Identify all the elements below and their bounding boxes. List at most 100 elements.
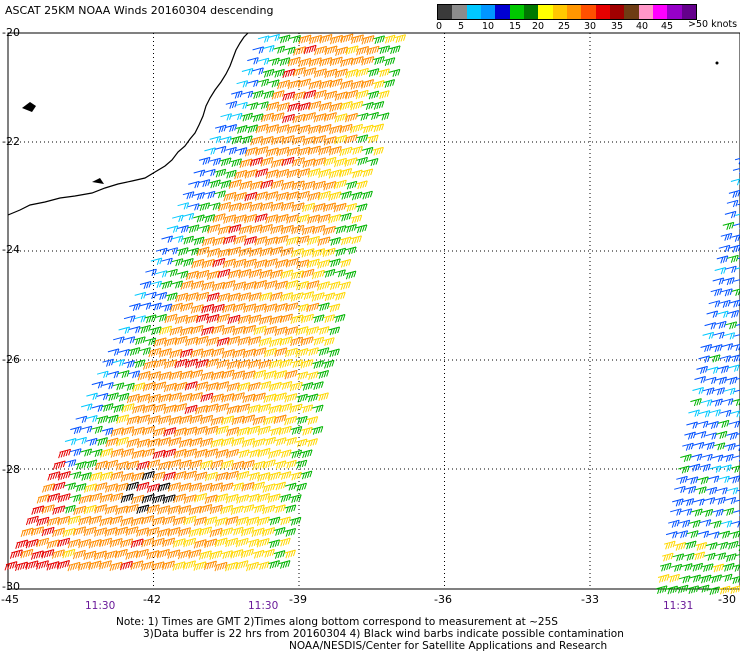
wind-barb bbox=[205, 517, 217, 526]
wind-barb bbox=[249, 269, 261, 278]
wind-barb bbox=[373, 81, 384, 89]
wind-barb bbox=[697, 421, 708, 428]
wind-barb bbox=[159, 372, 171, 381]
wind-barb bbox=[113, 337, 124, 344]
wind-barb bbox=[97, 371, 108, 378]
island bbox=[22, 102, 36, 112]
wind-barb bbox=[102, 428, 113, 435]
wind-barb bbox=[172, 281, 183, 288]
wind-barb bbox=[728, 421, 739, 428]
wind-barb bbox=[299, 79, 311, 88]
wind-barb bbox=[320, 80, 332, 89]
wind-barb bbox=[713, 564, 724, 572]
wind-barb bbox=[105, 528, 117, 537]
legend-swatch-12 bbox=[610, 5, 624, 19]
wind-barb bbox=[703, 388, 714, 395]
wind-barb bbox=[175, 336, 187, 345]
legend-swatch-6 bbox=[524, 5, 538, 19]
wind-barb bbox=[216, 450, 228, 459]
wind-barb bbox=[279, 426, 291, 435]
wind-barb bbox=[179, 460, 191, 469]
wind-barb bbox=[102, 383, 113, 390]
wind-barb bbox=[345, 271, 356, 279]
wind-barb bbox=[233, 483, 244, 491]
wind-barb bbox=[236, 148, 247, 155]
wind-barb bbox=[707, 367, 718, 374]
wind-barb bbox=[53, 528, 65, 537]
wind-barb bbox=[116, 527, 128, 536]
wind-barb bbox=[735, 443, 740, 450]
wind-barb bbox=[129, 371, 140, 378]
wind-barb bbox=[263, 484, 275, 493]
wind-barb bbox=[286, 327, 298, 336]
wind-barb bbox=[356, 204, 367, 212]
wind-barb bbox=[282, 157, 294, 166]
wind-barb bbox=[317, 393, 328, 401]
wind-barb bbox=[715, 268, 726, 275]
wind-barb bbox=[329, 259, 340, 267]
wind-barb bbox=[179, 506, 191, 515]
wind-barb bbox=[288, 80, 300, 89]
wind-barb bbox=[94, 551, 106, 560]
wind-barb bbox=[711, 289, 722, 296]
wind-barb bbox=[183, 192, 194, 199]
wind-barb bbox=[269, 450, 281, 459]
wind-barb bbox=[676, 476, 687, 483]
wind-barb bbox=[221, 528, 233, 537]
wind-barb bbox=[178, 550, 190, 559]
wind-barb bbox=[126, 551, 138, 560]
wind-barb bbox=[731, 234, 740, 241]
wind-barb bbox=[175, 404, 187, 413]
wind-barb bbox=[127, 394, 139, 403]
wind-barb bbox=[285, 505, 296, 513]
wind-barb bbox=[307, 348, 318, 356]
wind-barb bbox=[204, 148, 215, 155]
legend-swatch-13 bbox=[624, 5, 638, 19]
wind-barb bbox=[265, 281, 277, 290]
wind-barb bbox=[712, 509, 723, 516]
wind-barb bbox=[201, 415, 213, 424]
wind-barb bbox=[721, 289, 732, 296]
wind-barb bbox=[65, 460, 76, 467]
wind-barb bbox=[221, 505, 233, 514]
wind-barb bbox=[395, 35, 406, 43]
wind-barb bbox=[285, 416, 297, 425]
wind-barb bbox=[733, 455, 740, 462]
wind-barb bbox=[671, 564, 682, 571]
wind-barb bbox=[236, 538, 248, 547]
wind-barb bbox=[223, 304, 235, 313]
wind-barb bbox=[346, 204, 357, 212]
wind-barb bbox=[255, 192, 267, 201]
wind-barb bbox=[298, 103, 310, 112]
wind-barb bbox=[137, 528, 149, 537]
wind-barb bbox=[330, 238, 341, 246]
wind-barb bbox=[91, 426, 102, 433]
wind-barb bbox=[291, 293, 303, 302]
wind-barb bbox=[183, 236, 194, 244]
wind-barb bbox=[301, 471, 312, 479]
wind-barb bbox=[215, 125, 226, 132]
wind-barb bbox=[185, 449, 197, 458]
wind-barb bbox=[102, 404, 113, 412]
wind-barb bbox=[269, 405, 281, 414]
wind-barb bbox=[79, 495, 91, 504]
wind-barb bbox=[239, 293, 251, 302]
wind-barb bbox=[323, 226, 335, 235]
wind-barb bbox=[318, 282, 330, 291]
wind-barb bbox=[191, 326, 203, 335]
wind-barb bbox=[218, 314, 230, 323]
wind-barb bbox=[248, 426, 260, 435]
wind-barb bbox=[172, 259, 183, 266]
wind-barb bbox=[673, 554, 684, 561]
wind-barb bbox=[236, 102, 247, 109]
wind-barb bbox=[318, 327, 329, 335]
wind-barb bbox=[710, 466, 721, 473]
wind-barb bbox=[221, 460, 233, 469]
wind-barb bbox=[181, 303, 193, 312]
wind-barb bbox=[724, 444, 735, 451]
wind-barb bbox=[223, 326, 235, 335]
wind-barb bbox=[58, 538, 70, 547]
wind-barb bbox=[263, 46, 274, 53]
wind-barb bbox=[70, 427, 81, 434]
